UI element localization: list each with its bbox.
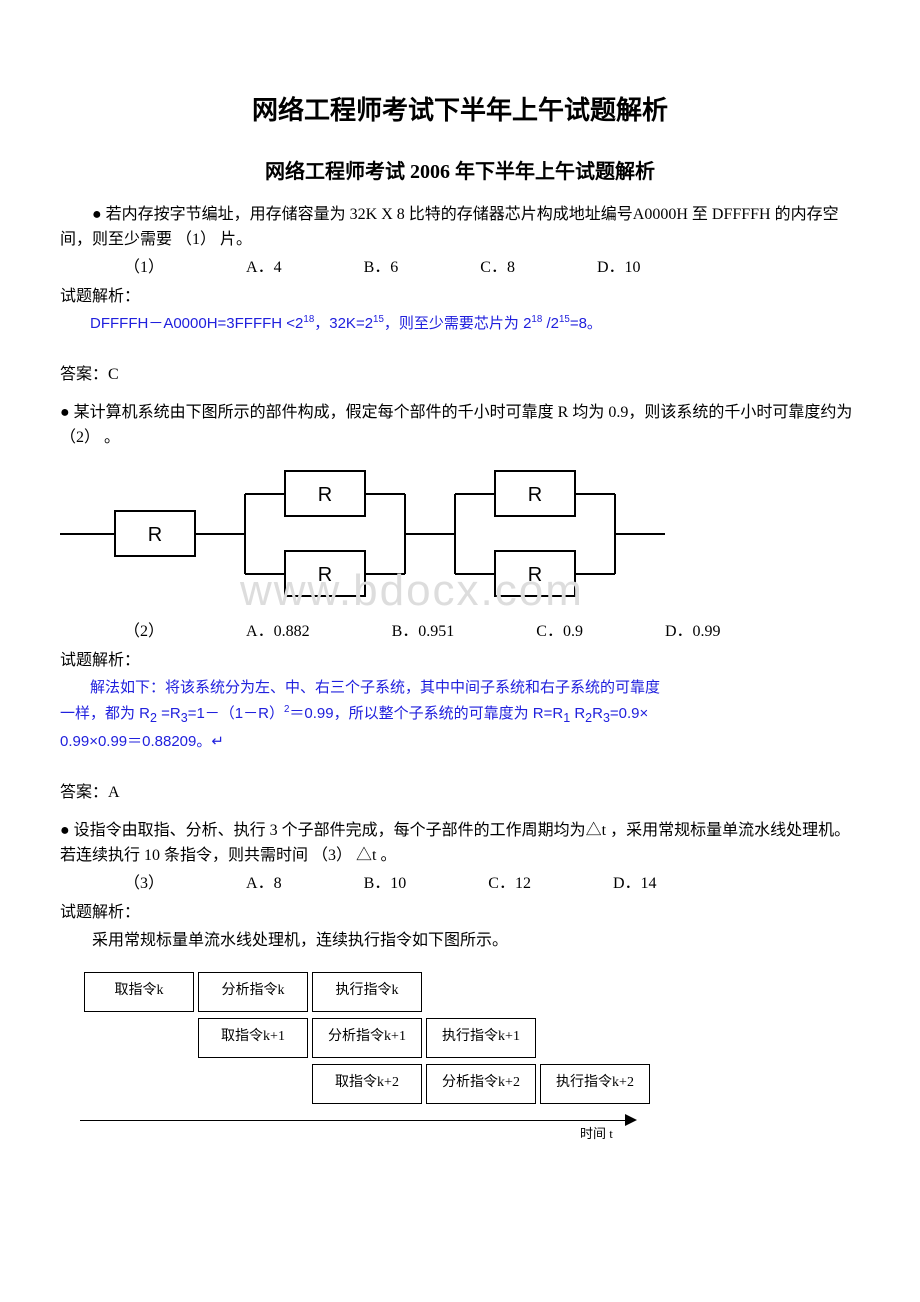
- pipeline-cell: 取指令k+2: [312, 1064, 422, 1104]
- svg-text:R: R: [528, 484, 542, 506]
- bullet-icon: ●: [60, 822, 70, 839]
- q2-jiexi-l1: 解法如下：将该系统分为左、中、右三个子系统，其中中间子系统和右子系统的可靠度: [60, 676, 860, 700]
- q2-stem: ● 某计算机系统由下图所示的部件构成，假定每个部件的千小时可靠度 R 均为 0.…: [60, 400, 860, 451]
- q1-opt-c: C．8: [448, 255, 515, 281]
- q3-stem-text: 设指令由取指、分析、执行 3 个子部件完成，每个子部件的工作周期均为△t ，采用…: [60, 822, 850, 865]
- q1-jiexi-text: DFFFFH－A0000H=3FFFFH <218，32K=215，则至少需要芯…: [60, 312, 860, 336]
- pipeline-cell: 执行指令k+2: [540, 1064, 650, 1104]
- page-subtitle: 网络工程师考试 2006 年下半年上午试题解析: [60, 156, 860, 188]
- q3-stem: ● 设指令由取指、分析、执行 3 个子部件完成，每个子部件的工作周期均为△t ，…: [60, 818, 860, 869]
- reliability-diagram: R R R R R www.bdocx.com: [60, 461, 860, 611]
- bullet-icon: ●: [92, 206, 102, 223]
- q1-jiexi-label: 试题解析：: [60, 284, 860, 310]
- pipeline-cell: 分析指令k: [198, 972, 308, 1012]
- q3-options: （3） A．8 B．10 C．12 D．14: [60, 871, 860, 897]
- pipeline-cell: 分析指令k+2: [426, 1064, 536, 1104]
- pipeline-empty: [84, 1018, 194, 1058]
- pipeline-cell: 取指令k+1: [198, 1018, 308, 1058]
- q2-opt-prefix: （2）: [92, 619, 164, 645]
- q2-opt-d: D．0.99: [633, 619, 721, 645]
- time-axis-label: 时间 t: [580, 1124, 613, 1145]
- q1-opt-b: B．6: [332, 255, 399, 281]
- q2-jiexi-l2: 一样，都为 R2 =R3=1－（1－R）2＝0.99，所以整个子系统的可靠度为 …: [60, 702, 860, 728]
- svg-text:R: R: [148, 524, 162, 546]
- bullet-icon: ●: [60, 404, 70, 421]
- arrow-right-icon: [625, 1114, 637, 1126]
- q3-opt-d: D．14: [581, 871, 657, 897]
- pipeline-empty: [198, 1064, 308, 1104]
- watermark-text: www.bdocx.com: [240, 556, 584, 626]
- q2-answer: 答案：A: [60, 780, 860, 806]
- q3-opt-b: B．10: [332, 871, 407, 897]
- pipeline-empty: [540, 1018, 650, 1058]
- q3-jiexi-text: 采用常规标量单流水线处理机，连续执行指令如下图所示。: [60, 928, 860, 954]
- time-axis: 时间 t: [80, 1116, 640, 1142]
- pipeline-cell: 执行指令k+1: [426, 1018, 536, 1058]
- q1-opt-d: D．10: [565, 255, 641, 281]
- page-title: 网络工程师考试下半年上午试题解析: [60, 90, 860, 132]
- q2-jiexi-l3: 0.99×0.99＝0.88209。↵: [60, 730, 860, 754]
- q1-options: （1） A．4 B．6 C．8 D．10: [60, 255, 860, 281]
- svg-text:R: R: [318, 484, 332, 506]
- pipeline-empty: [426, 972, 536, 1012]
- q2-stem-text: 某计算机系统由下图所示的部件构成，假定每个部件的千小时可靠度 R 均为 0.9，…: [60, 404, 852, 447]
- q3-jiexi-label: 试题解析：: [60, 900, 860, 926]
- pipeline-diagram: 取指令k 分析指令k 执行指令k 取指令k+1 分析指令k+1 执行指令k+1 …: [80, 966, 654, 1110]
- pipeline-cell: 执行指令k: [312, 972, 422, 1012]
- pipeline-empty: [540, 972, 650, 1012]
- pipeline-cell: 取指令k: [84, 972, 194, 1012]
- q3-opt-a: A．8: [214, 871, 282, 897]
- q1-opt-a: A．4: [214, 255, 282, 281]
- q2-jiexi-label: 试题解析：: [60, 648, 860, 674]
- q3-opt-c: C．12: [456, 871, 531, 897]
- q3-opt-prefix: （3）: [92, 871, 164, 897]
- pipeline-cell: 分析指令k+1: [312, 1018, 422, 1058]
- pipeline-empty: [84, 1064, 194, 1104]
- time-axis-line: [80, 1120, 625, 1121]
- q1-stem: ● 若内存按字节编址，用存储容量为 32K X 8 比特的存储器芯片构成地址编号…: [60, 202, 860, 253]
- q1-stem-text: 若内存按字节编址，用存储容量为 32K X 8 比特的存储器芯片构成地址编号A0…: [60, 206, 839, 249]
- q1-answer: 答案：C: [60, 362, 860, 388]
- q1-opt-prefix: （1）: [92, 255, 164, 281]
